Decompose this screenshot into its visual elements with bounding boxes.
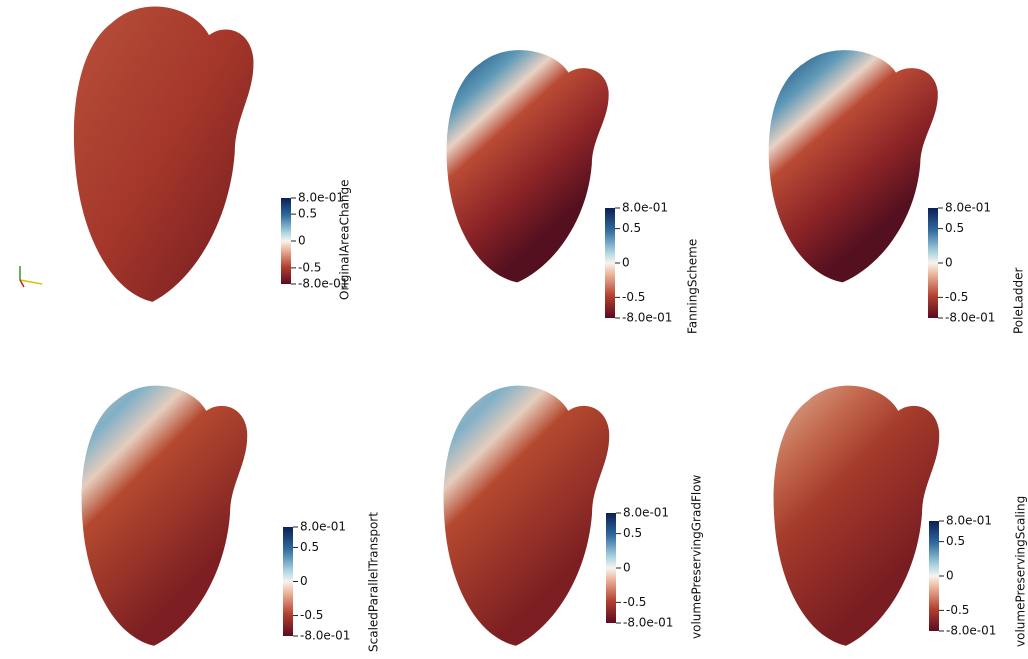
- tick-label: 0: [945, 256, 953, 270]
- surface: [73, 6, 254, 302]
- color-bar-title: PoleLadder: [1012, 267, 1026, 334]
- color-bar-title: FanningScheme: [686, 239, 700, 334]
- surface: [446, 50, 609, 283]
- surfaces: [73, 6, 940, 646]
- tick-label: -8.0e-01: [298, 277, 348, 291]
- tick-label: 0.5: [623, 526, 642, 540]
- color-bar: [605, 208, 615, 318]
- color-bar: [281, 198, 291, 284]
- surface: [443, 385, 610, 646]
- color-bar-title: volumePreservingGradFlow: [690, 474, 704, 639]
- color-bar-title: OriginalAreaChange: [338, 179, 352, 300]
- tick-label: 8.0e-01: [298, 191, 344, 205]
- tick-label: 8.0e-01: [945, 201, 991, 215]
- color-bar: [283, 527, 293, 636]
- surface: [81, 385, 248, 646]
- tick-label: 0: [298, 234, 306, 248]
- tick-label: 0: [622, 256, 630, 270]
- surface: [768, 50, 938, 283]
- orientation-axes: [19, 266, 43, 288]
- tick-label: 8.0e-01: [623, 506, 669, 520]
- tick-label: -0.5: [946, 603, 969, 617]
- tick-label: -0.5: [300, 608, 323, 622]
- color-bar: [928, 208, 938, 318]
- color-bar-title: ScaledParallelTransport: [367, 512, 381, 652]
- tick-label: -8.0e-01: [622, 311, 672, 325]
- tick-label: 8.0e-01: [622, 201, 668, 215]
- tick-label: 0: [946, 569, 954, 583]
- tick-label: 0.5: [945, 221, 964, 235]
- tick-label: 0.5: [300, 540, 319, 554]
- tick-label: -8.0e-01: [623, 616, 673, 630]
- tick-label: -0.5: [945, 290, 968, 304]
- color-bar-title: volumePreservingScaling: [1014, 496, 1028, 647]
- tick-label: 0: [300, 574, 308, 588]
- tick-label: 0.5: [622, 221, 641, 235]
- surface: [773, 385, 940, 646]
- tick-label: 8.0e-01: [946, 514, 992, 528]
- tick-label: -8.0e-01: [946, 624, 996, 638]
- tick-label: -8.0e-01: [945, 311, 995, 325]
- color-bar: [606, 513, 616, 623]
- tick-label: 8.0e-01: [300, 520, 346, 534]
- color-bar: [929, 521, 939, 631]
- tick-label: 0: [623, 561, 631, 575]
- tick-label: -0.5: [622, 290, 645, 304]
- tick-label: -8.0e-01: [300, 629, 350, 643]
- tick-label: 0.5: [298, 207, 317, 221]
- tick-label: -0.5: [623, 595, 646, 609]
- tick-label: -0.5: [298, 260, 321, 274]
- tick-label: 0.5: [946, 534, 965, 548]
